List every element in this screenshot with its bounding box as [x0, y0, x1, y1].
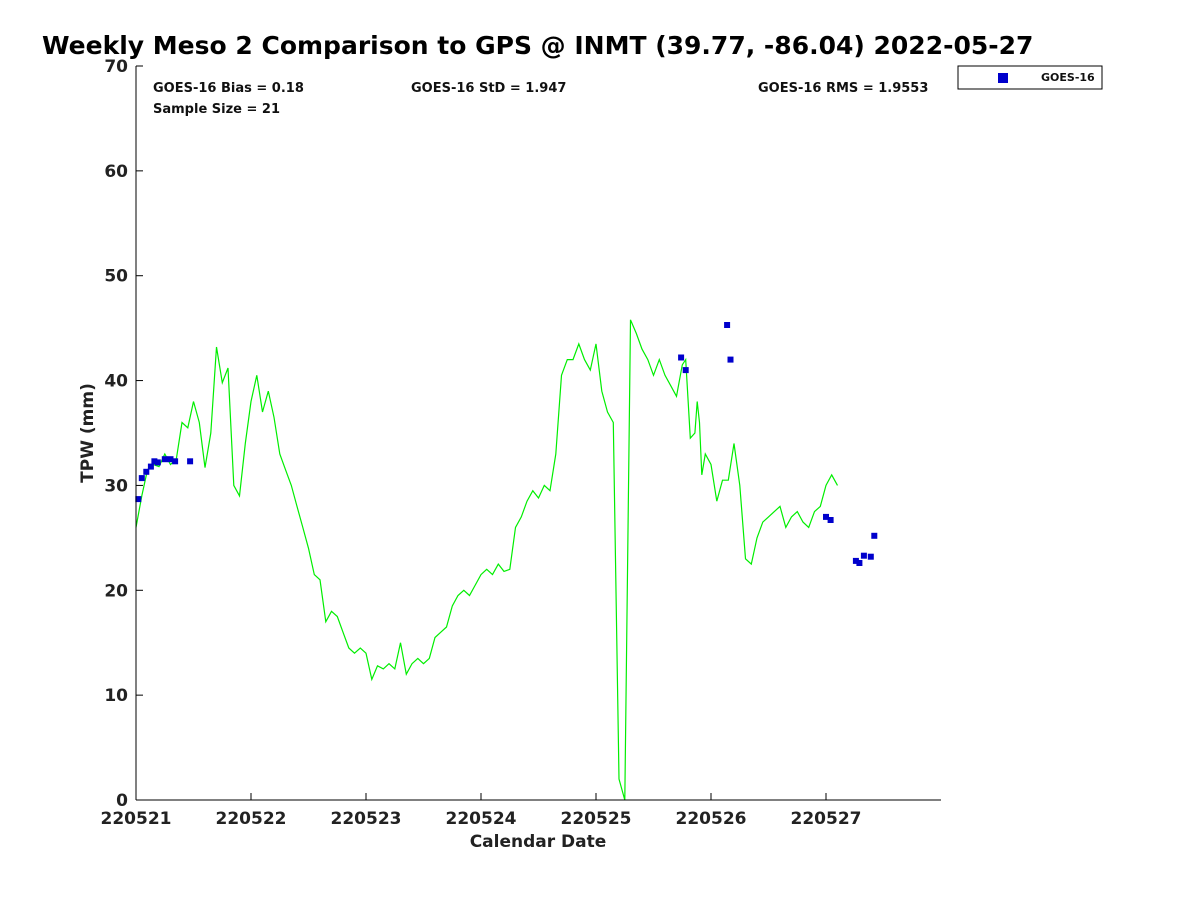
y-tick-label: 60 — [104, 162, 128, 182]
y-tick-label: 20 — [104, 581, 128, 601]
legend-label-goes16: GOES-16 — [1041, 71, 1095, 84]
goes16-point — [138, 475, 145, 482]
x-tick-label: 220524 — [446, 809, 517, 829]
goes16-point — [135, 496, 142, 503]
x-tick-label: 220522 — [216, 809, 287, 829]
goes16-point — [827, 517, 834, 523]
y-tick-label: 50 — [104, 267, 128, 287]
stat-bias: GOES-16 Bias = 0.18 — [153, 81, 304, 96]
x-tick-label: 220525 — [561, 809, 632, 829]
y-axis-label: TPW (mm) — [78, 383, 98, 483]
legend-marker-goes16 — [998, 73, 1008, 83]
goes16-point — [167, 456, 174, 463]
goes16-point — [147, 463, 154, 470]
y-tick-label: 40 — [104, 372, 128, 392]
goes16-point — [172, 458, 179, 465]
goes16-point — [682, 367, 689, 374]
y-tick-label: 30 — [104, 476, 128, 496]
goes16-point — [856, 560, 863, 566]
chart-title: Weekly Meso 2 Comparison to GPS @ INMT (… — [42, 31, 1033, 60]
y-tick-label: 70 — [104, 57, 128, 77]
goes16-point — [860, 552, 867, 559]
goes16-point — [871, 532, 878, 539]
stat-std: GOES-16 StD = 1.947 — [411, 81, 566, 96]
legend-box — [957, 65, 1103, 90]
goes16-point — [724, 322, 731, 328]
goes16-point — [852, 557, 859, 564]
goes16-point — [161, 456, 168, 463]
goes16-point — [867, 553, 874, 560]
goes16-point — [154, 459, 161, 466]
x-axis-label: Calendar Date — [470, 832, 607, 852]
goes16-point — [678, 354, 685, 361]
gps-tpw-line — [135, 319, 839, 801]
x-tick-label: 220523 — [331, 809, 402, 829]
goes16-point — [823, 513, 829, 520]
goes16-point — [727, 356, 734, 363]
stat-sample-size: Sample Size = 21 — [153, 102, 280, 117]
x-tick-label: 220521 — [101, 809, 172, 829]
y-tick-label: 10 — [104, 686, 128, 706]
stat-rms: GOES-16 RMS = 1.9553 — [758, 81, 928, 96]
goes16-point — [151, 458, 158, 465]
plot-area — [135, 319, 878, 801]
x-tick-label: 220526 — [676, 809, 747, 829]
goes16-point — [143, 468, 150, 475]
legend: GOES-16 — [957, 65, 1103, 90]
x-tick-label: 220527 — [791, 809, 862, 829]
axes: 0 10 20 30 40 50 60 70 220521 220522 220523 220524 2… — [101, 57, 941, 829]
y-tick-label: 0 — [116, 791, 128, 811]
goes16-point — [187, 458, 194, 465]
